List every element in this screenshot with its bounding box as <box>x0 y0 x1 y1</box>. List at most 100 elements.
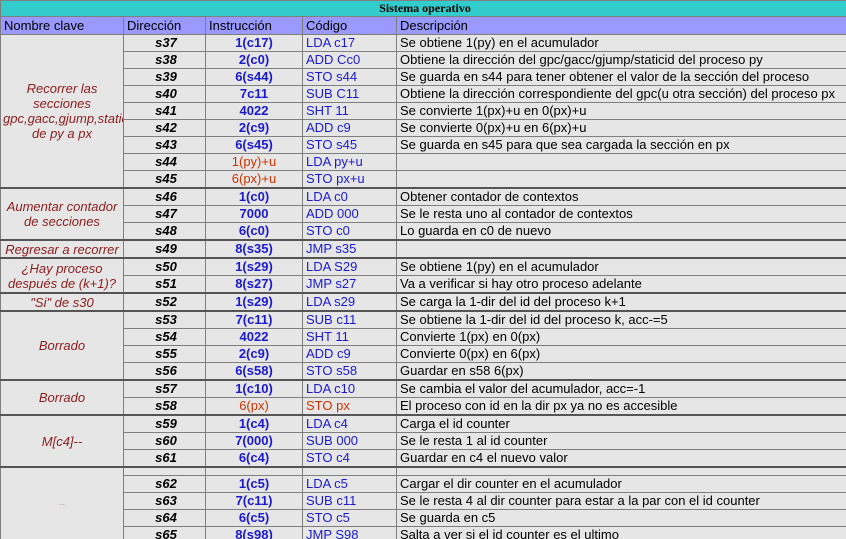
cell-instruccion[interactable]: 1(s29) <box>205 257 303 276</box>
cell-instruccion[interactable]: 4022 <box>205 102 303 120</box>
cell-instruccion[interactable]: 6(px)+u <box>205 170 303 189</box>
cell-instruccion[interactable]: 1(c17) <box>205 34 303 52</box>
cell-direccion[interactable]: s43 <box>123 136 206 154</box>
cell-instruccion[interactable]: 6(c0) <box>205 222 303 241</box>
cell-descripcion[interactable]: Salta a ver si el id counter es el ultim… <box>395 526 846 539</box>
cell-codigo[interactable]: LDA S29 <box>302 257 397 276</box>
group-m-c5[interactable]: M[c5]=M[c5]-5 <box>0 466 124 539</box>
cell-codigo[interactable]: LDA c4 <box>302 414 397 433</box>
cell-instruccion[interactable]: 6(c4) <box>205 449 303 468</box>
cell-codigo[interactable]: LDA s29 <box>302 292 397 312</box>
cell-descripcion[interactable]: Cargar el dir counter en el acumulador <box>395 475 846 493</box>
cell-direccion[interactable]: s37 <box>123 34 206 52</box>
cell-descripcion[interactable]: Convierte 1(px) en 0(px) <box>395 328 846 346</box>
cell-descripcion[interactable]: Se carga la 1-dir del id del proceso k+1 <box>395 292 846 312</box>
cell-codigo[interactable]: JMP s35 <box>302 239 397 259</box>
cell-instruccion[interactable]: 8(s35) <box>205 239 303 259</box>
cell-codigo[interactable]: SHT 11 <box>302 328 397 346</box>
cell-descripcion[interactable] <box>395 153 846 171</box>
cell-descripcion[interactable]: Carga el id counter <box>395 414 846 433</box>
cell-codigo[interactable]: LDA c17 <box>302 34 397 52</box>
cell-codigo[interactable]: STO px <box>302 397 397 416</box>
cell-descripcion[interactable] <box>395 170 846 189</box>
cell-instruccion[interactable]: 6(s45) <box>205 136 303 154</box>
cell-codigo[interactable]: SUB C11 <box>302 85 397 103</box>
cell-instruccion[interactable]: 2(c0) <box>205 51 303 69</box>
cell-descripcion[interactable]: El proceso con id en la dir px ya no es … <box>395 397 846 416</box>
cell-descripcion[interactable]: Se le resta uno al contador de contextos <box>395 205 846 223</box>
cell-descripcion[interactable]: Se convierte 0(px)+u en 6(px)+u <box>395 119 846 137</box>
cell-instruccion[interactable]: 1(py)+u <box>205 153 303 171</box>
cell-descripcion[interactable]: Obtiene la dirección correspondiente del… <box>395 85 846 103</box>
cell-codigo[interactable]: STO s58 <box>302 362 397 381</box>
cell-codigo[interactable]: STO c5 <box>302 509 397 527</box>
cell-descripcion[interactable]: Se cambia el valor del acumulador, acc=-… <box>395 379 846 398</box>
cell-codigo[interactable]: ADD c9 <box>302 119 397 137</box>
cell-direccion[interactable]: s64 <box>123 509 206 527</box>
header-instruccion[interactable]: Instrucción <box>205 16 303 35</box>
cell-codigo[interactable]: LDA c0 <box>302 187 397 206</box>
cell-instruccion[interactable]: 7(c11) <box>205 310 303 329</box>
cell-instruccion[interactable]: 1(c10) <box>205 379 303 398</box>
cell-codigo[interactable]: LDA c5 <box>302 475 397 493</box>
cell-instruccion[interactable]: 1(s29) <box>205 292 303 312</box>
cell-instruccion[interactable]: 6(c5) <box>205 509 303 527</box>
cell-codigo[interactable]: ADD c9 <box>302 345 397 363</box>
cell-direccion[interactable]: s65 <box>123 526 206 539</box>
cell-instruccion[interactable]: 8(s98) <box>205 526 303 539</box>
cell-direccion[interactable]: s39 <box>123 68 206 86</box>
header-nombre-clave[interactable]: Nombre clave <box>0 16 124 35</box>
cell-direccion[interactable]: s41 <box>123 102 206 120</box>
cell-codigo[interactable]: ADD 000 <box>302 205 397 223</box>
cell-codigo[interactable]: JMP S98 <box>302 526 397 539</box>
cell-descripcion[interactable]: Guardar en c4 el nuevo valor <box>395 449 846 468</box>
cell-instruccion[interactable]: 4022 <box>205 328 303 346</box>
header-direccion[interactable]: Dirección <box>123 16 206 35</box>
group-borrado-2[interactable]: Borrado <box>0 379 124 416</box>
cell-direccion[interactable]: s62 <box>123 475 206 493</box>
cell-codigo[interactable]: SHT 11 <box>302 102 397 120</box>
cell-codigo[interactable]: SUB c11 <box>302 492 397 510</box>
group-regresar-recorrer[interactable]: Regresar a recorrer <box>0 239 124 259</box>
cell-instruccion[interactable]: 7(000) <box>205 432 303 450</box>
cell-descripcion[interactable]: Convierte 0(px) en 6(px) <box>395 345 846 363</box>
cell-direccion[interactable]: s61 <box>123 449 206 468</box>
cell-direccion[interactable]: s45 <box>123 170 206 189</box>
cell-direccion[interactable]: s52 <box>123 292 206 312</box>
cell-descripcion[interactable]: Se obtiene 1(py) en el acumulador <box>395 257 846 276</box>
group-si-de-s30[interactable]: "Si" de s30 <box>0 292 124 312</box>
cell-direccion[interactable]: s58 <box>123 397 206 416</box>
cell-instruccion[interactable]: 6(s44) <box>205 68 303 86</box>
cell-descripcion[interactable]: Obtiene la dirección del gpc/gacc/gjump/… <box>395 51 846 69</box>
cell-codigo[interactable]: LDA c10 <box>302 379 397 398</box>
cell-instruccion[interactable]: 1(c4) <box>205 414 303 433</box>
cell-instruccion[interactable]: 8(s27) <box>205 275 303 294</box>
group-borrado-1[interactable]: Borrado <box>0 310 124 381</box>
cell-direccion[interactable]: s40 <box>123 85 206 103</box>
cell-codigo[interactable]: STO c4 <box>302 449 397 468</box>
group-hay-proceso[interactable]: ¿Hay proceso después de (k+1)? <box>0 257 124 294</box>
cell-direccion[interactable]: s42 <box>123 119 206 137</box>
cell-descripcion[interactable]: Va a verificar si hay otro proceso adela… <box>395 275 846 294</box>
cell-codigo[interactable]: STO c0 <box>302 222 397 241</box>
cell-instruccion[interactable]: 6(s58) <box>205 362 303 381</box>
cell-descripcion[interactable]: Se le resta 4 al dir counter para estar … <box>395 492 846 510</box>
header-descripcion[interactable]: Descripción <box>395 16 846 35</box>
cell-direccion[interactable]: s44 <box>123 153 206 171</box>
cell-descripcion[interactable]: Se guarda en s45 para que sea cargada la… <box>395 136 846 154</box>
cell-direccion[interactable]: s50 <box>123 257 206 276</box>
cell-descripcion[interactable]: Se guarda en s44 para tener obtener el v… <box>395 68 846 86</box>
cell-direccion[interactable]: s56 <box>123 362 206 381</box>
cell-descripcion[interactable]: Se guarda en c5 <box>395 509 846 527</box>
cell-direccion[interactable]: s49 <box>123 239 206 259</box>
cell-instruccion[interactable]: 7000 <box>205 205 303 223</box>
sheet-title[interactable]: Sistema operativo <box>0 0 846 17</box>
cell-direccion[interactable]: s46 <box>123 187 206 206</box>
cell-direccion[interactable]: s57 <box>123 379 206 398</box>
cell-codigo[interactable]: LDA py+u <box>302 153 397 171</box>
cell-descripcion[interactable]: Obtener contador de contextos <box>395 187 846 206</box>
cell-descripcion[interactable]: Lo guarda en c0 de nuevo <box>395 222 846 241</box>
group-aumentar-contador[interactable]: Aumentar contador de secciones <box>0 187 124 241</box>
cell-direccion[interactable]: s63 <box>123 492 206 510</box>
cell-descripcion[interactable]: Se le resta 1 al id counter <box>395 432 846 450</box>
